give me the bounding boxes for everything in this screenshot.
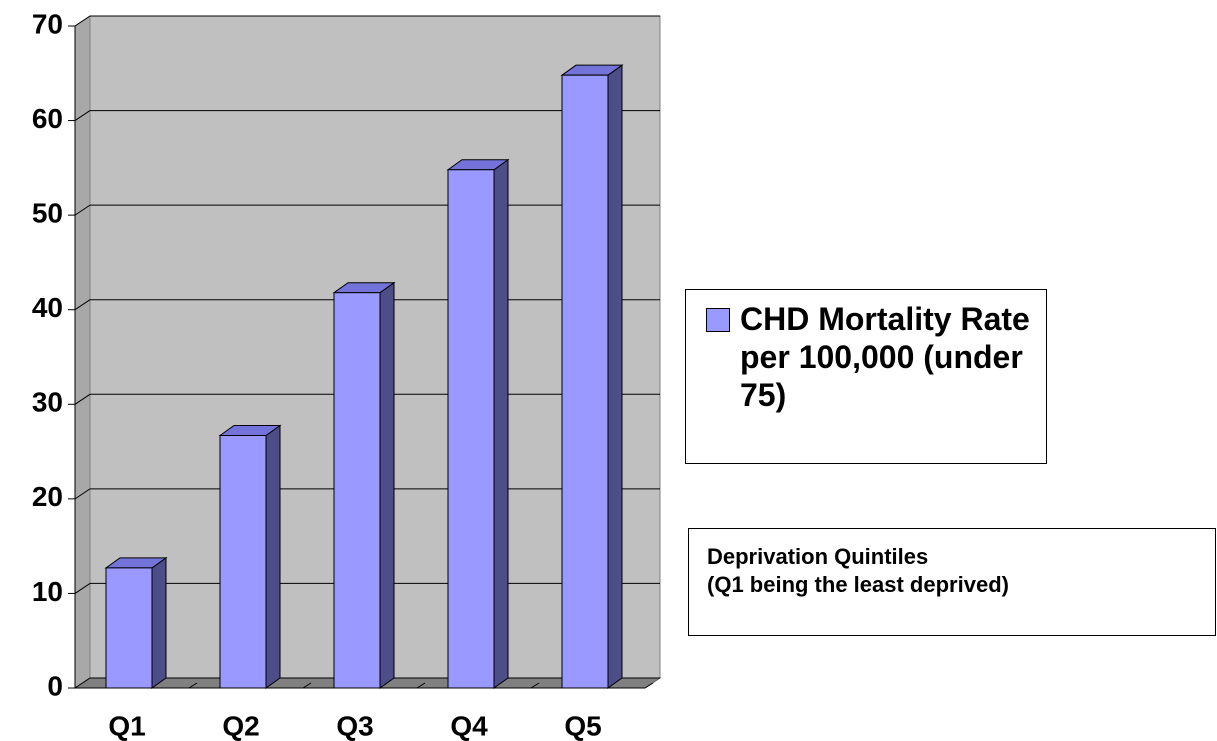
- x-tick-label: Q5: [564, 710, 601, 741]
- x-tick-label: Q3: [336, 710, 373, 741]
- grid-line-side: [74, 677, 91, 689]
- grid-line-side: [74, 204, 91, 216]
- x-tick: [188, 682, 198, 689]
- annotation-line: (Q1 being the least deprived): [707, 572, 1009, 597]
- legend: CHD Mortality Rate per 100,000 (under 75…: [685, 289, 1047, 464]
- legend-label: CHD Mortality Rate per 100,000 (under 75…: [740, 301, 1030, 413]
- bar-side: [379, 281, 395, 689]
- annotation: Deprivation Quintiles (Q1 being the leas…: [688, 528, 1216, 636]
- bar: [333, 292, 381, 689]
- x-tick: [416, 682, 426, 689]
- x-tick-label: Q2: [222, 710, 259, 741]
- bar-side: [151, 556, 167, 689]
- y-tick-label: 60: [32, 103, 63, 134]
- bar-side: [265, 424, 281, 689]
- x-tick-label: Q1: [108, 710, 145, 741]
- grid-line-side: [74, 15, 91, 27]
- bar: [105, 567, 153, 689]
- legend-swatch: [706, 308, 730, 332]
- grid-line-side: [74, 393, 91, 405]
- y-tick-label: 10: [32, 576, 63, 607]
- y-tick-label: 0: [47, 670, 63, 701]
- annotation-line: Deprivation Quintiles: [707, 544, 929, 569]
- y-tick-label: 30: [32, 387, 63, 418]
- grid-line-side: [74, 299, 91, 311]
- bar: [447, 169, 495, 689]
- grid-line-side: [74, 583, 91, 594]
- side-wall: [74, 15, 91, 689]
- y-tick-label: 70: [32, 8, 63, 39]
- grid-line-side: [74, 110, 91, 121]
- bar: [219, 434, 267, 689]
- y-tick-label: 40: [32, 292, 63, 323]
- x-tick-label: Q4: [450, 710, 488, 741]
- bar: [561, 74, 609, 689]
- bar-side: [493, 158, 509, 689]
- x-tick: [644, 682, 654, 689]
- x-tick: [302, 682, 312, 689]
- x-tick: [530, 682, 540, 689]
- y-tick-label: 20: [32, 481, 63, 512]
- grid-line-side: [74, 488, 91, 500]
- y-tick-label: 50: [32, 198, 63, 229]
- bar-side: [607, 64, 623, 689]
